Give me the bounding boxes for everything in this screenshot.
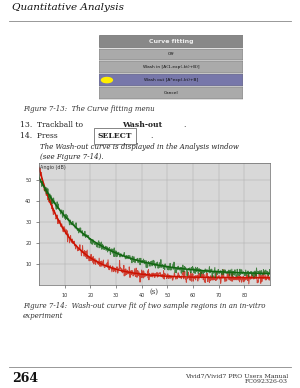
FancyBboxPatch shape xyxy=(99,48,243,60)
Text: Quantitative Analysis: Quantitative Analysis xyxy=(12,3,124,12)
Text: SELECT: SELECT xyxy=(98,132,132,140)
Text: .: . xyxy=(150,132,152,140)
Text: 13.  Trackball to: 13. Trackball to xyxy=(20,121,86,129)
Text: Figure 7-13:  The Curve fitting menu: Figure 7-13: The Curve fitting menu xyxy=(23,105,155,113)
Text: Wash-out: Wash-out xyxy=(122,121,163,129)
Circle shape xyxy=(101,78,112,83)
Text: 264: 264 xyxy=(12,372,38,385)
FancyBboxPatch shape xyxy=(99,61,243,73)
Text: .: . xyxy=(183,121,185,129)
Text: Wash out [A*exp(-kt)+B]: Wash out [A*exp(-kt)+B] xyxy=(144,78,198,82)
Text: Wash in [A(1-exp(-kt)+B)]: Wash in [A(1-exp(-kt)+B)] xyxy=(143,65,199,69)
Text: The Wash-out curve is displayed in the Analysis window: The Wash-out curve is displayed in the A… xyxy=(40,143,238,151)
Text: Angio (dB): Angio (dB) xyxy=(40,165,66,170)
Text: Curve fitting: Curve fitting xyxy=(149,38,193,43)
Text: Off: Off xyxy=(168,52,174,56)
Text: (see Figure 7-14).: (see Figure 7-14). xyxy=(40,153,103,161)
Text: (s): (s) xyxy=(150,288,159,296)
FancyBboxPatch shape xyxy=(99,74,243,86)
Text: 14.  Press: 14. Press xyxy=(20,132,60,140)
FancyBboxPatch shape xyxy=(99,87,243,99)
Text: Cancel: Cancel xyxy=(164,91,178,95)
FancyBboxPatch shape xyxy=(99,35,243,47)
Text: Vivid7/Vivid7 PRO Users Manual
FC092326-03: Vivid7/Vivid7 PRO Users Manual FC092326-… xyxy=(185,373,288,384)
Text: Figure 7-14:  Wash-out curve fit of two sample regions in an in-vitro
experiment: Figure 7-14: Wash-out curve fit of two s… xyxy=(23,302,266,320)
